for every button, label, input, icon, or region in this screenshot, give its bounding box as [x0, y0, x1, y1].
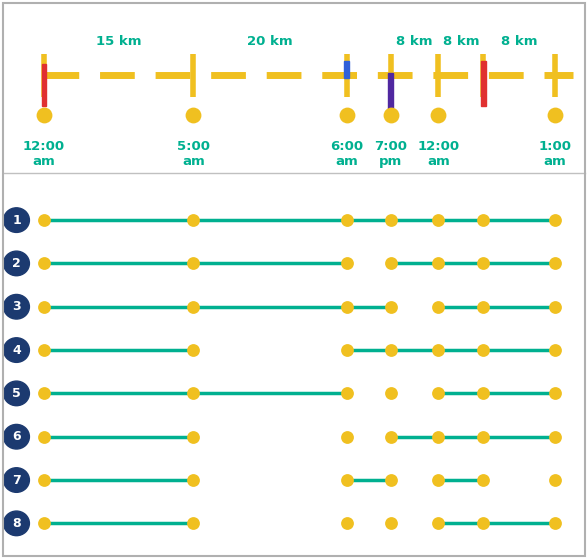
Point — [342, 389, 352, 398]
Point — [550, 389, 559, 398]
Text: 8 km: 8 km — [443, 35, 479, 48]
Text: 15 km: 15 km — [96, 35, 142, 48]
Point — [386, 216, 395, 225]
Point — [342, 302, 352, 311]
Circle shape — [4, 468, 29, 492]
Point — [386, 519, 395, 528]
Point — [342, 519, 352, 528]
Point — [433, 259, 443, 268]
Point — [39, 519, 49, 528]
Text: 7: 7 — [12, 473, 21, 486]
Point — [479, 302, 488, 311]
Point — [479, 389, 488, 398]
Bar — [42, 64, 46, 106]
Point — [386, 432, 395, 441]
Text: 2: 2 — [12, 257, 21, 270]
Bar — [481, 61, 486, 106]
Point — [479, 519, 488, 528]
Circle shape — [4, 251, 29, 276]
Text: 5: 5 — [12, 387, 21, 400]
Circle shape — [4, 338, 29, 362]
Point — [550, 519, 559, 528]
Point — [189, 519, 198, 528]
Point — [342, 216, 352, 225]
Point — [550, 302, 559, 311]
Point — [386, 345, 395, 354]
Point — [479, 432, 488, 441]
Point — [39, 432, 49, 441]
Text: 1: 1 — [12, 214, 21, 226]
Text: 6:00
am: 6:00 am — [330, 140, 363, 168]
Point — [433, 432, 443, 441]
Point — [550, 216, 559, 225]
Point — [342, 476, 352, 485]
Point — [189, 110, 198, 119]
Text: 8 km: 8 km — [501, 35, 537, 48]
Point — [550, 345, 559, 354]
Text: 8: 8 — [12, 517, 21, 530]
Point — [39, 110, 49, 119]
Text: 8 km: 8 km — [396, 35, 433, 48]
Point — [433, 345, 443, 354]
Point — [189, 389, 198, 398]
Point — [189, 302, 198, 311]
Point — [189, 476, 198, 485]
Point — [342, 432, 352, 441]
Point — [550, 110, 559, 119]
Point — [39, 259, 49, 268]
Point — [433, 216, 443, 225]
Point — [479, 216, 488, 225]
Point — [39, 216, 49, 225]
Point — [189, 345, 198, 354]
Point — [342, 110, 352, 119]
Point — [386, 259, 395, 268]
Point — [479, 259, 488, 268]
Circle shape — [4, 295, 29, 319]
Point — [433, 110, 443, 119]
Point — [39, 302, 49, 311]
Point — [479, 476, 488, 485]
Point — [386, 110, 395, 119]
Text: 1:00
am: 1:00 am — [538, 140, 572, 168]
Point — [386, 476, 395, 485]
Point — [433, 476, 443, 485]
Point — [550, 432, 559, 441]
Point — [39, 389, 49, 398]
Circle shape — [4, 381, 29, 406]
Point — [189, 432, 198, 441]
Point — [386, 389, 395, 398]
Bar — [388, 73, 393, 112]
Point — [189, 259, 198, 268]
Point — [189, 216, 198, 225]
Point — [342, 345, 352, 354]
Text: 20 km: 20 km — [248, 35, 293, 48]
Text: 12:00
am: 12:00 am — [23, 140, 65, 168]
Text: 12:00
am: 12:00 am — [417, 140, 459, 168]
Point — [386, 302, 395, 311]
Text: 5:00
am: 5:00 am — [177, 140, 210, 168]
Point — [39, 476, 49, 485]
Point — [550, 476, 559, 485]
Point — [433, 302, 443, 311]
Point — [479, 345, 488, 354]
Text: 4: 4 — [12, 344, 21, 357]
Point — [433, 389, 443, 398]
Circle shape — [4, 424, 29, 449]
Bar — [345, 61, 349, 78]
Text: 6: 6 — [12, 430, 21, 443]
Point — [39, 345, 49, 354]
Text: 3: 3 — [12, 300, 21, 313]
Text: 7:00
pm: 7:00 pm — [374, 140, 407, 168]
Circle shape — [4, 208, 29, 233]
Point — [550, 259, 559, 268]
Point — [342, 259, 352, 268]
Circle shape — [4, 511, 29, 536]
Point — [433, 519, 443, 528]
